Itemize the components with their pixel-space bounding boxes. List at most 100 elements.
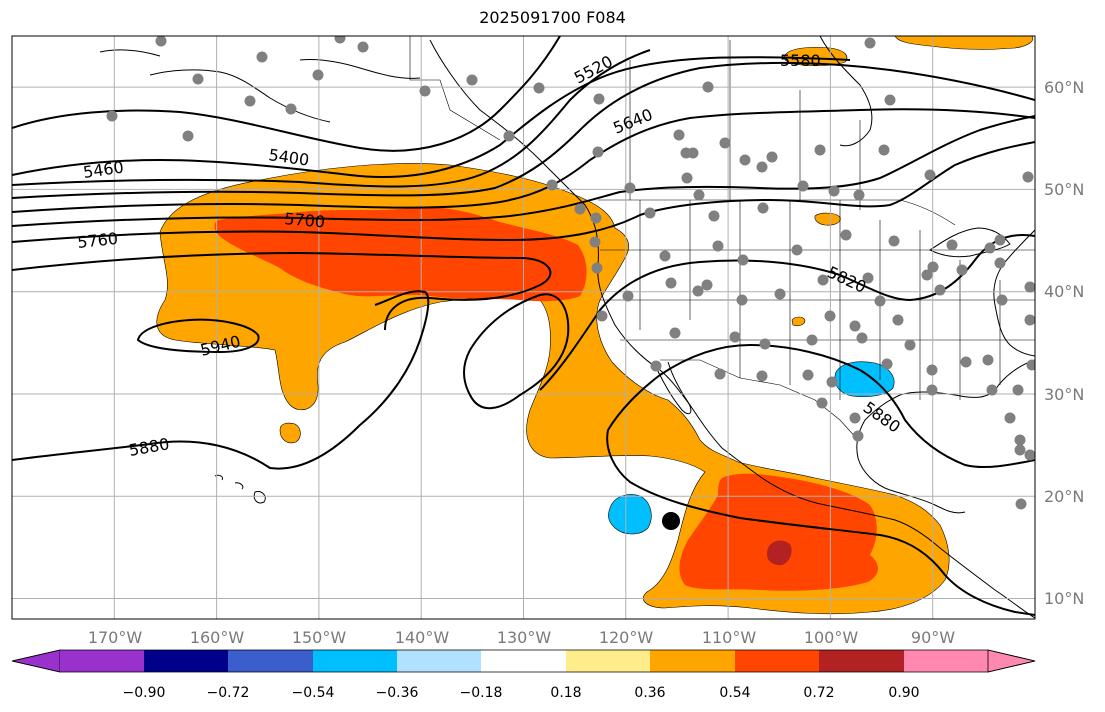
station-dot (1024, 449, 1035, 461)
station-dot (816, 397, 828, 409)
station-dot (892, 314, 904, 326)
station-dot (878, 144, 890, 156)
red-orange-region-pacific (214, 206, 587, 302)
station-dot (849, 412, 861, 424)
station-dot (729, 331, 741, 343)
station-dot (814, 144, 826, 156)
station-dot (708, 210, 720, 222)
station-dot (712, 240, 724, 252)
coastline-atlantic (993, 229, 1035, 357)
station-dot (596, 310, 608, 322)
station-dot (927, 261, 939, 273)
lon-tick-100w: 100°W (804, 628, 859, 647)
station-dot (797, 180, 809, 192)
station-dot (659, 250, 671, 262)
station-dot (719, 137, 731, 149)
station-dot (1026, 359, 1035, 371)
contour-5820 (12, 234, 1035, 391)
station-dot (466, 74, 478, 86)
colorbar: −0.90 −0.72 −0.54 −0.36 −0.18 0.18 0.36 … (11, 649, 1036, 701)
colorbar-segment-white (481, 650, 566, 672)
colorbar-segment-cyan (313, 650, 397, 672)
colorbar-label-neg-0-18: −0.18 (460, 685, 503, 701)
lon-tick-90w: 90°W (911, 628, 955, 647)
station-dot (926, 364, 938, 376)
station-dot (714, 368, 726, 380)
lat-tick-10n: 10°N (1044, 589, 1084, 608)
station-dot (334, 36, 346, 44)
contour-label-5580: 5580 (780, 51, 821, 70)
station-dot (155, 36, 167, 47)
station-dot (1015, 498, 1027, 510)
coastline-baja (654, 361, 692, 415)
station-dot (994, 257, 1006, 269)
colorbar-segment-purple (60, 650, 144, 672)
station-dot (1024, 281, 1035, 293)
station-dot (673, 129, 685, 141)
coastline-gulf-of-mexico (856, 359, 1035, 514)
latitude-tick-labels: 10°N 20°N 30°N 40°N 50°N 60°N (1044, 78, 1084, 608)
station-dot (802, 369, 814, 381)
red-orange-region-mexico (679, 473, 879, 591)
border-us-mexico (660, 359, 859, 441)
station-dot (853, 189, 865, 201)
station-dot (956, 264, 968, 276)
colorbar-label-0-90: 0.90 (888, 685, 919, 701)
station-dot (774, 288, 786, 300)
station-dot (986, 384, 998, 396)
station-dot (1004, 412, 1016, 424)
lat-tick-30n: 30°N (1044, 385, 1084, 404)
longitude-tick-labels: 170°W 160°W 150°W 140°W 130°W 120°W 110°… (88, 628, 955, 647)
station-dot (864, 37, 876, 49)
station-dot (1024, 314, 1035, 326)
contour-label-5700: 5700 (284, 209, 326, 231)
station-dot (840, 229, 852, 241)
gridlines (12, 36, 1035, 619)
colorbar-outline (11, 649, 1036, 673)
station-dot (759, 338, 771, 350)
colorbar-segment-navy (144, 650, 228, 672)
anomaly-shading (156, 36, 1034, 615)
lat-tick-60n: 60°N (1044, 78, 1084, 97)
lon-tick-110w: 110°W (702, 628, 757, 647)
station-dot (934, 284, 946, 296)
colorbar-segment-light-blue (397, 650, 481, 672)
contour-5760 (12, 141, 1035, 243)
station-dot (881, 358, 893, 370)
map-panel: 5400 5460 5520 5580 5640 5700 5760 5820 … (11, 35, 1036, 620)
contour-label-5760: 5760 (76, 229, 118, 252)
station-dot (192, 73, 204, 85)
border-alaska-canada (409, 36, 501, 141)
station-dot (624, 182, 636, 194)
station-dot (791, 244, 803, 256)
station-dot (757, 202, 769, 214)
colorbar-label-neg-0-72: −0.72 (207, 685, 250, 701)
station-dot (826, 376, 838, 388)
station-dot (622, 290, 634, 302)
lon-tick-130w: 130°W (497, 628, 552, 647)
contour-5640 (12, 108, 1035, 213)
station-dot (852, 430, 864, 442)
station-dot (681, 172, 693, 184)
contour-5460 (12, 56, 851, 178)
orange-blob-small (279, 422, 301, 444)
lon-tick-120w: 120°W (599, 628, 654, 647)
station-dot (994, 234, 1006, 246)
height-contours (12, 36, 1035, 616)
station-dot (419, 85, 431, 97)
station-dot (1012, 384, 1024, 396)
tc-center-marker (662, 512, 680, 530)
colorbar-segment-orange (650, 650, 735, 672)
orange-patch-texas (791, 316, 806, 327)
station-dot (312, 69, 324, 81)
station-dot (693, 189, 705, 201)
map-title: 2025091700 F084 (479, 8, 626, 27)
station-dot (996, 294, 1008, 306)
station-dot (739, 154, 751, 166)
station-dot (687, 147, 699, 159)
colorbar-label-neg-0-54: −0.54 (292, 685, 335, 701)
station-dot (856, 332, 868, 344)
station-dot (862, 272, 874, 284)
station-dot (736, 294, 748, 306)
